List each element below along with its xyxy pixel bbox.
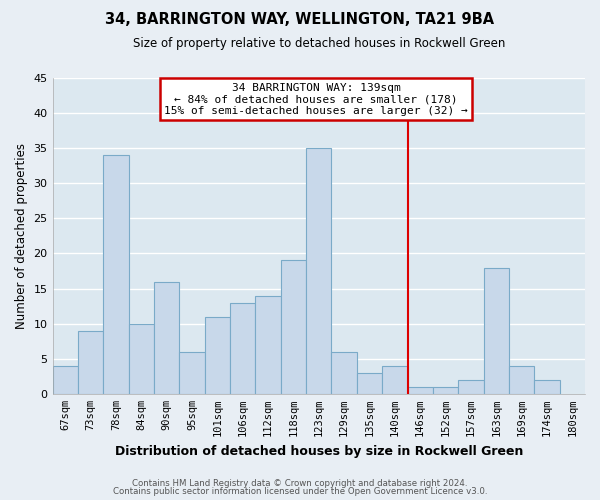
Bar xyxy=(306,148,331,394)
Bar xyxy=(281,260,306,394)
X-axis label: Distribution of detached houses by size in Rockwell Green: Distribution of detached houses by size … xyxy=(115,444,523,458)
Bar xyxy=(256,296,281,394)
Bar xyxy=(433,387,458,394)
Text: 34 BARRINGTON WAY: 139sqm
← 84% of detached houses are smaller (178)
15% of semi: 34 BARRINGTON WAY: 139sqm ← 84% of detac… xyxy=(164,83,468,116)
Bar xyxy=(509,366,534,394)
Bar xyxy=(53,366,78,394)
Bar xyxy=(534,380,560,394)
Bar xyxy=(407,387,433,394)
Y-axis label: Number of detached properties: Number of detached properties xyxy=(15,143,28,329)
Bar xyxy=(382,366,407,394)
Text: 34, BARRINGTON WAY, WELLINGTON, TA21 9BA: 34, BARRINGTON WAY, WELLINGTON, TA21 9BA xyxy=(106,12,494,28)
Bar xyxy=(179,352,205,394)
Bar xyxy=(103,155,128,394)
Bar xyxy=(78,330,103,394)
Bar xyxy=(357,373,382,394)
Bar xyxy=(154,282,179,394)
Bar xyxy=(331,352,357,394)
Text: Contains HM Land Registry data © Crown copyright and database right 2024.: Contains HM Land Registry data © Crown c… xyxy=(132,478,468,488)
Bar xyxy=(230,302,256,394)
Title: Size of property relative to detached houses in Rockwell Green: Size of property relative to detached ho… xyxy=(133,38,505,51)
Text: Contains public sector information licensed under the Open Government Licence v3: Contains public sector information licen… xyxy=(113,487,487,496)
Bar xyxy=(458,380,484,394)
Bar xyxy=(484,268,509,394)
Bar xyxy=(128,324,154,394)
Bar xyxy=(205,316,230,394)
